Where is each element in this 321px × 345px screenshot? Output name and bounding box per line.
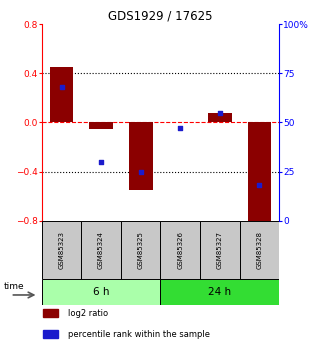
Bar <box>208 112 232 122</box>
Text: GSM85328: GSM85328 <box>256 231 263 269</box>
Text: GSM85325: GSM85325 <box>138 231 144 269</box>
Title: GDS1929 / 17625: GDS1929 / 17625 <box>108 10 213 23</box>
Text: 24 h: 24 h <box>208 287 231 297</box>
Text: GSM85324: GSM85324 <box>98 231 104 269</box>
Bar <box>89 122 113 129</box>
Text: GSM85323: GSM85323 <box>58 231 65 269</box>
Bar <box>160 279 279 305</box>
Bar <box>43 309 58 317</box>
Bar <box>42 279 160 305</box>
Point <box>178 126 183 131</box>
Text: time: time <box>3 282 24 291</box>
Bar <box>240 221 279 279</box>
Bar <box>43 331 58 338</box>
Point <box>99 159 104 165</box>
Bar <box>200 221 240 279</box>
Text: percentile rank within the sample: percentile rank within the sample <box>68 330 210 339</box>
Point <box>138 169 143 175</box>
Bar <box>42 221 81 279</box>
Bar <box>129 122 152 190</box>
Point <box>257 183 262 188</box>
Text: GSM85326: GSM85326 <box>177 231 183 269</box>
Point <box>59 84 64 90</box>
Text: 6 h: 6 h <box>93 287 109 297</box>
Point <box>217 110 222 115</box>
Bar <box>81 221 121 279</box>
Bar <box>247 122 271 227</box>
Bar <box>160 221 200 279</box>
Bar <box>121 221 160 279</box>
Bar <box>50 67 74 122</box>
Text: log2 ratio: log2 ratio <box>68 309 108 318</box>
Text: GSM85327: GSM85327 <box>217 231 223 269</box>
